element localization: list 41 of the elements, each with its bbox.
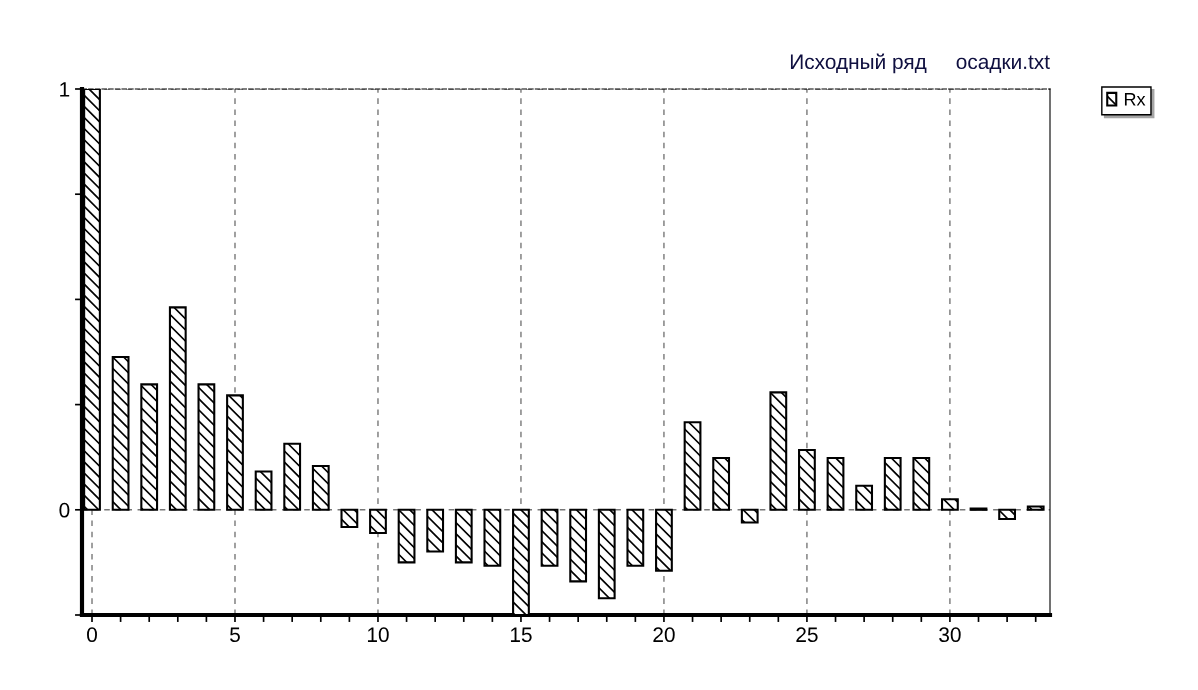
bar — [683, 421, 702, 511]
bar — [283, 442, 302, 511]
bar — [483, 508, 502, 567]
bar — [740, 508, 759, 524]
bar — [168, 306, 187, 511]
x-tick-label: 25 — [796, 627, 818, 643]
x-tick-label: 5 — [230, 627, 240, 643]
bar — [111, 356, 130, 511]
bar — [769, 391, 788, 511]
bar — [140, 383, 159, 511]
bar — [912, 457, 931, 511]
bar — [569, 508, 588, 583]
chart-title: Исходный ряд осадки.txt — [790, 53, 1050, 74]
bar — [941, 498, 959, 511]
x-tick-label: 30 — [939, 627, 961, 643]
bar — [655, 508, 673, 572]
bar — [226, 394, 244, 511]
bar — [454, 508, 473, 564]
x-tick-label: 10 — [367, 627, 389, 643]
bar — [998, 508, 1017, 521]
bar — [826, 457, 845, 511]
bar — [540, 508, 559, 567]
bar — [340, 508, 359, 529]
bar — [1026, 505, 1045, 511]
legend-label: Rx — [1124, 93, 1146, 106]
bar — [254, 470, 273, 511]
bar — [426, 508, 445, 553]
bar — [712, 457, 731, 511]
x-tick-label: 20 — [653, 627, 675, 643]
bar — [369, 508, 387, 534]
bar — [397, 508, 416, 564]
x-tick-label: 15 — [510, 627, 532, 643]
bar — [626, 508, 645, 567]
bar — [855, 484, 874, 511]
bar — [311, 465, 330, 511]
y-tick-label: 1 — [60, 82, 70, 97]
x-tick-label: 0 — [87, 627, 97, 643]
bar — [883, 457, 902, 511]
bar — [597, 508, 616, 600]
bar — [798, 449, 816, 511]
bar — [197, 383, 216, 511]
